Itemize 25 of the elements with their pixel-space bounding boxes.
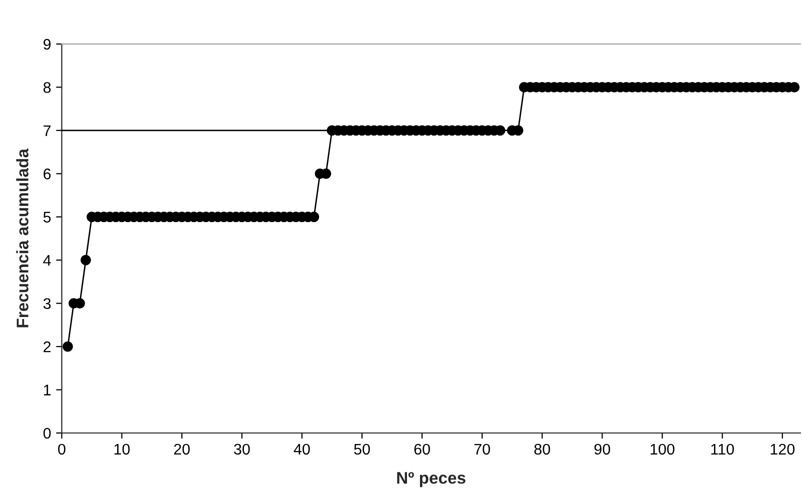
y-tick-label: 9 — [44, 38, 51, 50]
x-tick-label: 60 — [414, 444, 430, 455]
x-tick-label: 80 — [534, 444, 550, 455]
y-tick-label: 0 — [43, 428, 51, 439]
x-tick-label: 20 — [174, 444, 190, 455]
y-tick-label: 8 — [44, 82, 51, 93]
x-tick-label: 30 — [234, 444, 250, 455]
y-tick-label: 5 — [43, 212, 51, 223]
x-tick-label: 40 — [294, 444, 310, 455]
y-tick-label: 4 — [43, 255, 51, 266]
x-tick-label: 110 — [711, 444, 734, 455]
x-tick-label: 120 — [770, 444, 795, 455]
x-tick-label: 50 — [354, 444, 370, 455]
x-tick-label: 100 — [650, 444, 674, 455]
x-tick-label: 70 — [474, 444, 490, 455]
y-tick-label: 6 — [44, 168, 51, 180]
y-tick-label: 1 — [44, 384, 51, 396]
y-tick-label: 2 — [44, 341, 51, 352]
x-tick-label: 0 — [58, 444, 66, 455]
x-tick-label: 10 — [114, 444, 130, 455]
y-axis-title: Frecuencia acumulada — [16, 148, 28, 328]
y-tick-label: 3 — [43, 298, 51, 310]
x-tick-label: 90 — [594, 444, 610, 455]
x-axis-title: Nº peces — [397, 472, 466, 488]
y-tick-label: 7 — [44, 125, 51, 136]
